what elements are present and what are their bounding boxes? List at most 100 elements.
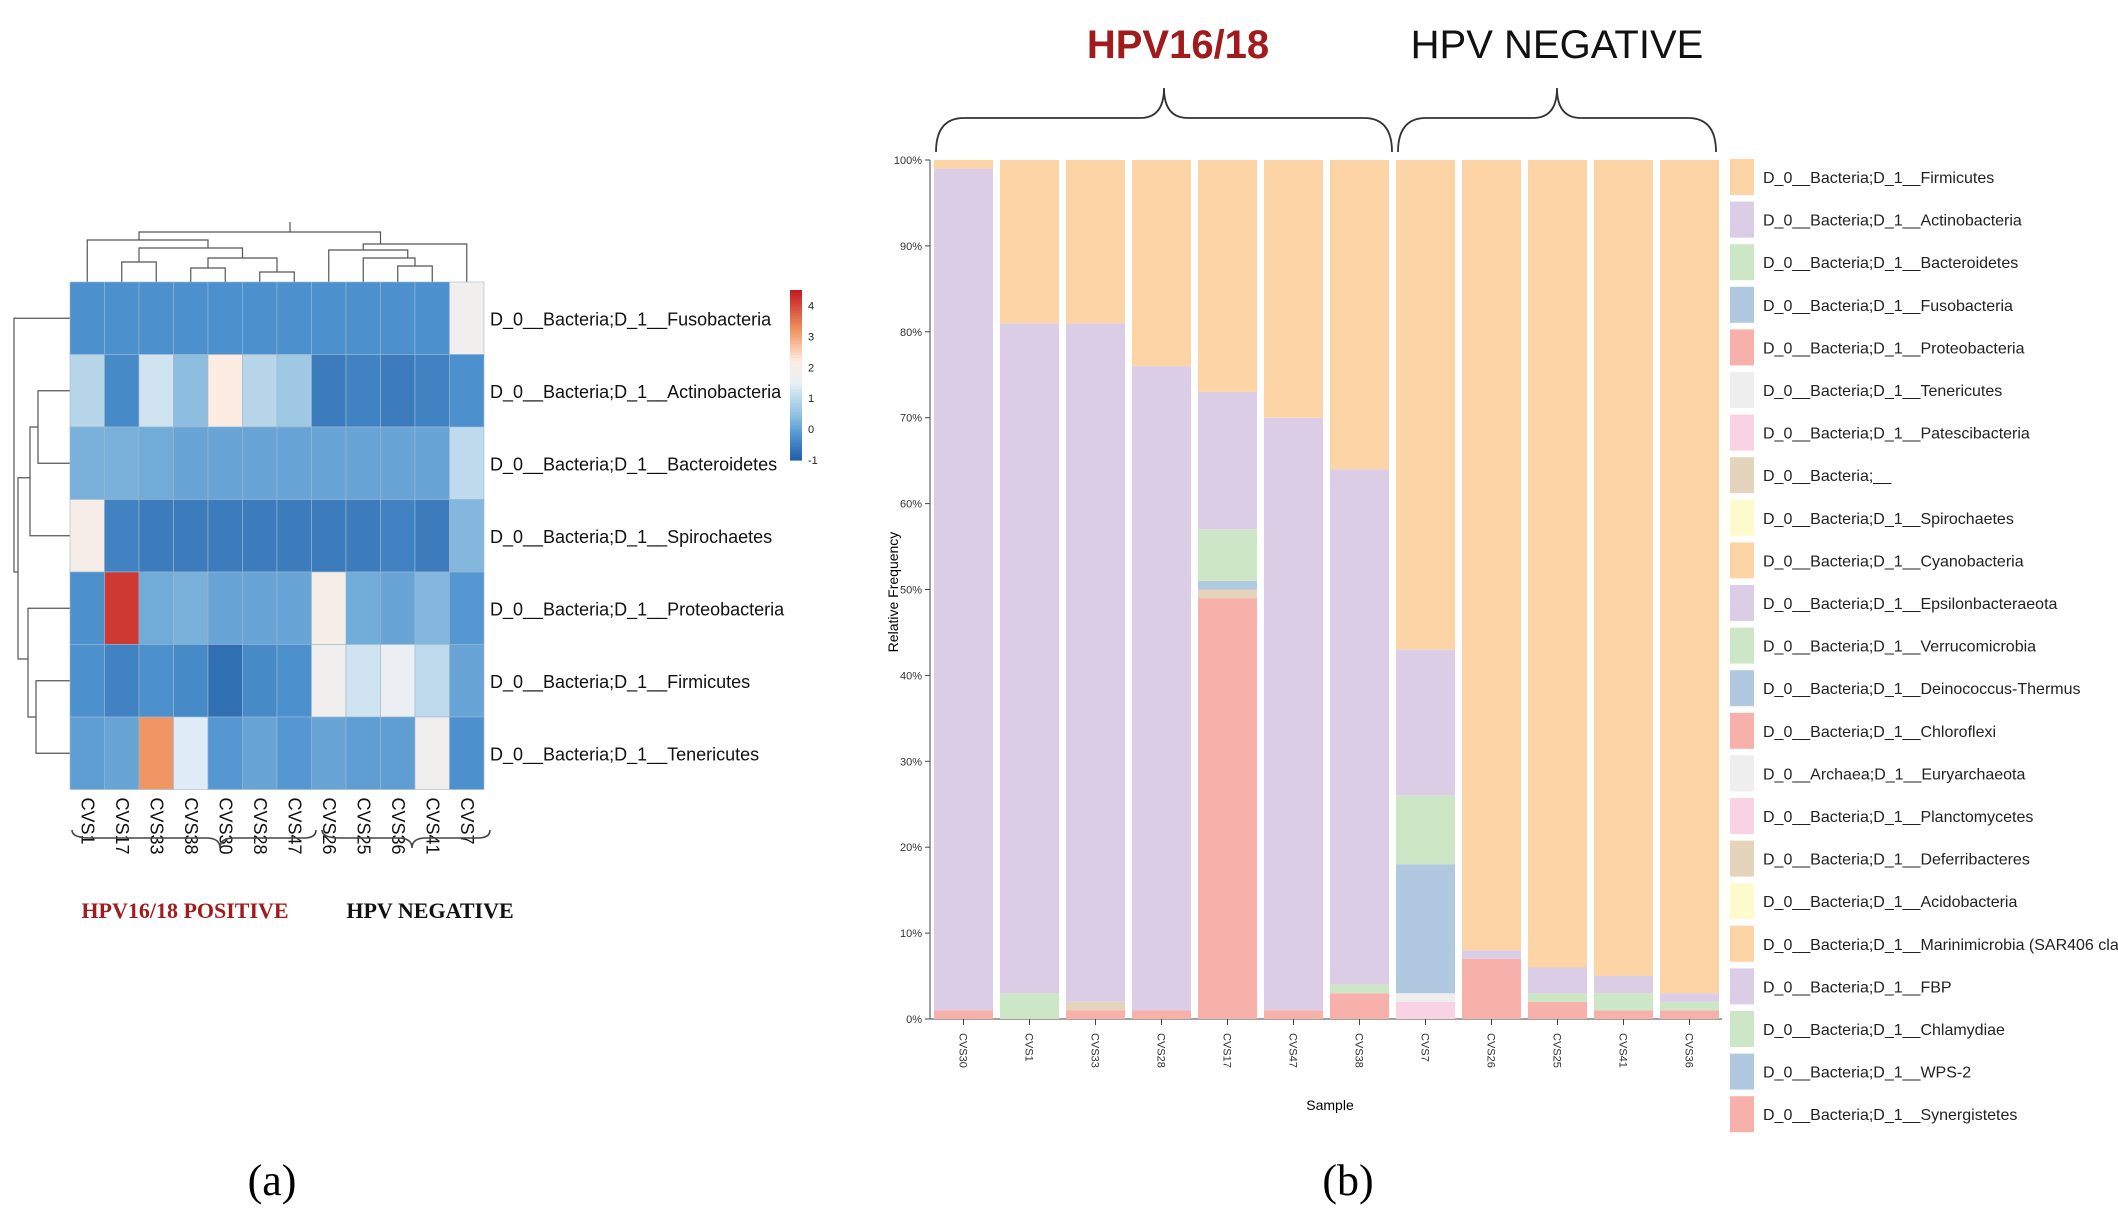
y-tick-label: 50% bbox=[900, 585, 922, 597]
legend-label: D_0__Bacteria;D_1__Verrucomicrobia bbox=[1763, 639, 2036, 656]
colorbar-segment bbox=[790, 366, 802, 370]
heatmap-cell bbox=[276, 426, 312, 500]
dendrogram-branch bbox=[13, 317, 70, 573]
colorbar-tick-label: 2 bbox=[808, 362, 814, 374]
legend-swatch bbox=[1730, 968, 1754, 1005]
dendrogram-branch bbox=[138, 247, 244, 262]
y-tick-label: 70% bbox=[900, 413, 922, 425]
heatmap-group-brace bbox=[71, 829, 491, 849]
brace-hpv16-18 bbox=[935, 87, 1393, 153]
colorbar-segment bbox=[790, 443, 802, 447]
heatmap-column-label: CVS38 bbox=[181, 798, 201, 855]
colorbar-tick-label: 3 bbox=[808, 331, 814, 343]
bar-segment bbox=[1330, 993, 1389, 1019]
heatmap-cell bbox=[311, 499, 347, 573]
heatmap-cell bbox=[207, 281, 243, 355]
heatmap-cell bbox=[69, 644, 105, 718]
dendrogram-branch bbox=[397, 265, 433, 282]
y-tick-label: 10% bbox=[900, 928, 922, 940]
heatmap-cell bbox=[311, 644, 347, 718]
dendrogram-branch bbox=[259, 271, 295, 282]
colorbar-tick-label: 1 bbox=[808, 393, 814, 405]
heatmap-cell bbox=[311, 354, 347, 428]
legend-label: D_0__Bacteria;D_1__Tenericutes bbox=[1763, 383, 2002, 400]
bar-segment bbox=[1660, 1010, 1719, 1019]
heatmap-cell bbox=[242, 426, 278, 500]
heatmap-cell bbox=[380, 644, 416, 718]
bar-segment bbox=[1066, 1010, 1125, 1019]
colorbar-segment bbox=[790, 411, 802, 416]
heatmap-cell bbox=[380, 716, 416, 790]
bar-segment bbox=[1264, 417, 1323, 1011]
colorbar-segment bbox=[790, 448, 802, 453]
legend-label: D_0__Bacteria;D_1__Firmicutes bbox=[1763, 170, 1994, 187]
heatmap-cell bbox=[207, 571, 243, 645]
heatmap-cell bbox=[345, 354, 381, 428]
x-tick-labels: CVS30 CVS1 CVS33 CVS28 CVS17 CVS47 CVS38 CVS7 CV… bbox=[957, 1019, 1695, 1068]
colorbar-segment bbox=[790, 290, 802, 294]
x-tick-label: CVS36 bbox=[1683, 1033, 1695, 1068]
x-tick-label: CVS28 bbox=[1155, 1033, 1167, 1068]
colorbar-segment bbox=[790, 369, 802, 373]
heatmap-row-label: D_0__Bacteria;D_1__Proteobacteria bbox=[490, 599, 785, 620]
heatmap-cell bbox=[138, 281, 174, 355]
group-title-hpv-negative: HPV NEGATIVE bbox=[1411, 23, 1704, 67]
x-tick-label: CVS30 bbox=[957, 1033, 969, 1068]
heatmap-cell bbox=[276, 281, 312, 355]
legend-label: D_0__Bacteria;D_1__Chlamydiae bbox=[1763, 1022, 2005, 1039]
dendrogram-branch bbox=[190, 267, 226, 282]
colorbar-segment bbox=[790, 304, 802, 308]
legend-label: D_0__Bacteria;D_1__Planctomycetes bbox=[1763, 809, 2033, 826]
heatmap-column-label: CVS36 bbox=[388, 798, 408, 855]
heatmap-cell bbox=[449, 499, 485, 573]
heatmap-cell bbox=[414, 354, 450, 428]
colorbar-segment bbox=[790, 403, 802, 407]
legend-label: D_0__Bacteria;D_1__Actinobacteria bbox=[1763, 213, 2022, 230]
legend-swatch bbox=[1730, 244, 1754, 281]
colorbar-segment bbox=[790, 352, 802, 356]
heatmap-cell bbox=[380, 281, 416, 355]
heatmap-column-label: CVS7 bbox=[457, 798, 477, 845]
heatmap-cell bbox=[380, 426, 416, 500]
heatmap-cell bbox=[276, 499, 312, 573]
heatmap-row-label: D_0__Bacteria;D_1__Fusobacteria bbox=[490, 309, 772, 330]
heatmap-cell bbox=[345, 716, 381, 790]
legend-label: D_0__Bacteria;D_1__Deferribacteres bbox=[1763, 852, 2030, 869]
bar-segment bbox=[1396, 649, 1455, 796]
bar-segment bbox=[1066, 1001, 1125, 1011]
heatmap-group-label-negative: HPV NEGATIVE bbox=[346, 898, 513, 923]
heatmap-cell bbox=[173, 644, 209, 718]
colorbar-segment bbox=[790, 457, 802, 461]
bar-segment bbox=[1330, 984, 1389, 994]
dendrogram-branch bbox=[138, 231, 382, 244]
heatmap-cell bbox=[138, 571, 174, 645]
x-axis-label: Sample bbox=[1306, 1097, 1354, 1113]
colorbar-tick-label: 4 bbox=[808, 301, 814, 313]
group-title-hpv16-18: HPV16/18 bbox=[1087, 23, 1269, 67]
heatmap-cell bbox=[104, 281, 140, 355]
colorbar-segment bbox=[790, 397, 802, 402]
heatmap-row-label: D_0__Bacteria;D_1__Firmicutes bbox=[490, 672, 750, 693]
heatmap-cell bbox=[207, 354, 243, 428]
legend-swatch bbox=[1730, 372, 1754, 408]
colorbar-segment bbox=[790, 383, 802, 387]
bar-segment bbox=[1528, 1001, 1587, 1019]
legend-swatch bbox=[1730, 201, 1754, 238]
heatmap-cell bbox=[276, 571, 312, 645]
legend-swatch bbox=[1730, 1053, 1754, 1090]
legend-label: D_0__Bacteria;D_1__Deinococcus-Thermus bbox=[1763, 681, 2081, 698]
heatmap-cell bbox=[69, 281, 105, 355]
heatmap-cell bbox=[414, 281, 450, 355]
x-tick-label: CVS33 bbox=[1089, 1033, 1101, 1068]
colorbar-segment bbox=[790, 454, 802, 458]
bar-segment bbox=[1528, 993, 1587, 1002]
bar-segment bbox=[1264, 160, 1323, 418]
dendrogram-branch bbox=[17, 477, 30, 660]
column-dendrogram bbox=[86, 222, 468, 282]
panel-label-a: (a) bbox=[248, 1156, 297, 1205]
heatmap-cell bbox=[414, 716, 450, 790]
heatmap-cell bbox=[173, 281, 209, 355]
colorbar-segment bbox=[790, 392, 802, 396]
colorbar-segment bbox=[790, 321, 802, 325]
colorbar-segment bbox=[790, 341, 802, 345]
